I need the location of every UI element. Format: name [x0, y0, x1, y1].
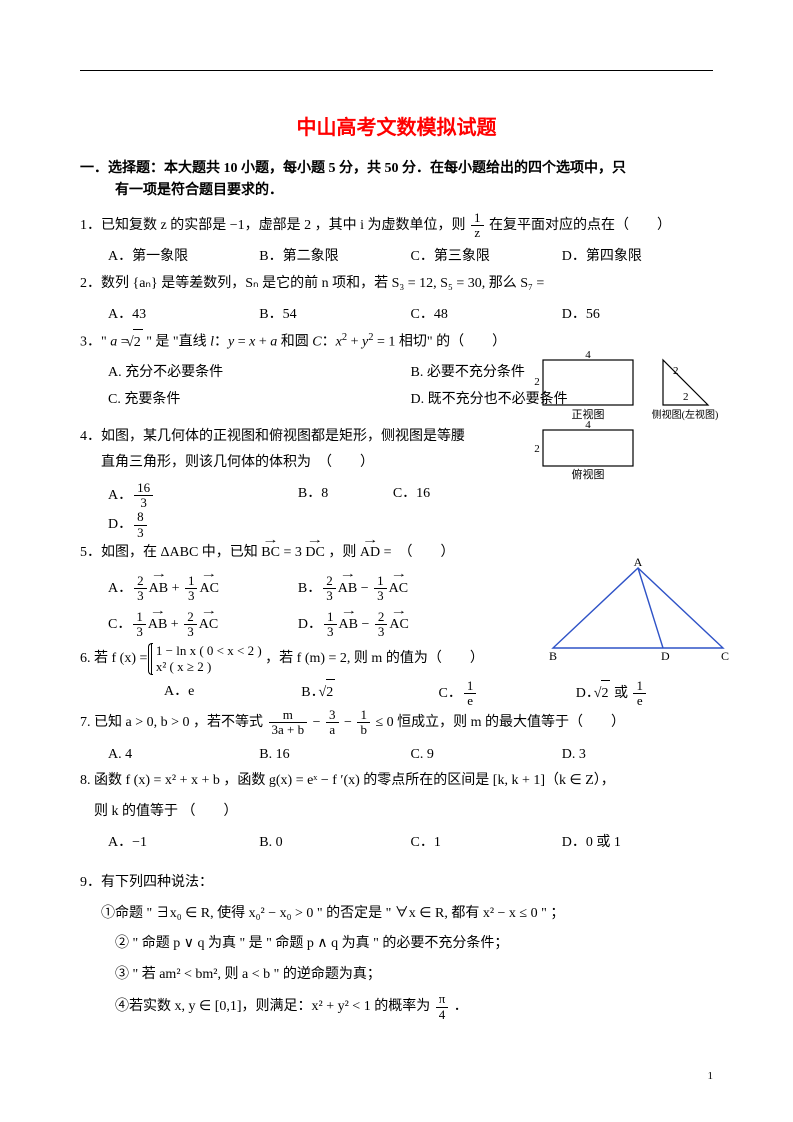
q8-opt-b: B. 0 — [259, 830, 410, 857]
q6-case2: x² ( x ≥ 2 ) — [156, 659, 211, 674]
q9-s1: ①命题 " ∃x₀ ∈ R, 使得 x₀² − x₀ > 0 " 的否定是 " … — [80, 901, 713, 928]
q2-opt-a: A．43 — [108, 302, 259, 329]
q7-opt-c: C. 9 — [411, 742, 562, 769]
q8-opt-a: A．−1 — [108, 830, 259, 857]
q3-opt-c: C. 充要条件 — [108, 387, 411, 414]
q6-options: A．e B．2 C．1e D．2 或 1e — [80, 679, 713, 709]
q9-s2: ② " 命题 p ∨ q 为真 " 是 " 命题 p ∧ q 为真 " 的必要不… — [80, 931, 713, 958]
q4-stem2: 直角三角形，则该几何体的体积为 （ ） — [80, 455, 374, 470]
q1-frac: 1z — [471, 211, 484, 241]
section-head-line1: 一．选择题：本大题共 10 小题，每小题 5 分，共 50 分．在每小题给出的四… — [80, 161, 626, 176]
q9-s4a: ④若实数 x, y ∈ [0,1]，则满足：x² + y² < 1 的概率为 — [115, 999, 434, 1014]
q7-opt-d: D. 3 — [562, 742, 713, 769]
q7-stem-b: ≤ 0 恒成立，则 m 的最大值等于（ ） — [375, 715, 625, 730]
q5-opt-c: C．13AB + 23AC — [108, 607, 298, 643]
q8-opt-d: D．0 或 1 — [562, 830, 713, 857]
top-rule — [80, 70, 713, 71]
q7-opt-a: A. 4 — [108, 742, 259, 769]
q7-f3: 1b — [357, 708, 370, 738]
q6-opt-d: D．2 或 1e — [576, 679, 713, 709]
section-head-line2: 有一项是符合题目要求的． — [80, 183, 283, 198]
page-number: 1 — [708, 1070, 714, 1082]
q2-opt-b: B．54 — [259, 302, 410, 329]
q3-opt-a: A. 充分不必要条件 — [108, 360, 411, 387]
question-7: 7. 已知 a > 0, b > 0 ，若不等式 m3a + b − 3a − … — [80, 708, 713, 738]
question-4: 4．如图，某几何体的正视图和俯视图都是矩形，侧视图是等腰 直角三角形，则该几何体… — [80, 424, 713, 477]
exam-page: 中山高考文数模拟试题 一．选择题：本大题共 10 小题，每小题 5 分，共 50… — [0, 0, 793, 1122]
question-9: 9．有下列四种说法： — [80, 870, 713, 897]
q2-opt-c: C．48 — [411, 302, 562, 329]
q1-options: A．第一象限 B．第二象限 C．第三象限 D．第四象限 — [80, 244, 713, 271]
question-8b: 则 k 的值等于 （ ） — [80, 799, 713, 826]
q2-opt-d: D．56 — [562, 302, 713, 329]
q4-opt-d: D．83 — [108, 510, 203, 540]
q7-f1: m3a + b — [269, 708, 308, 738]
q4-opt-hid — [203, 481, 298, 511]
q6-opt-a: A．e — [164, 679, 301, 709]
q7-options: A. 4 B. 16 C. 9 D. 3 — [80, 742, 713, 769]
q6-stem-a: 6. 若 f (x) = — [80, 651, 151, 666]
lbl-2b: 2 — [673, 365, 679, 377]
lbl-side: 侧视图(左视图) — [652, 408, 719, 421]
q9-pi4: π4 — [436, 992, 449, 1022]
q6-stem-b: ，若 f (m) = 2, 则 m 的值为（ ） — [265, 651, 484, 666]
section-head: 一．选择题：本大题共 10 小题，每小题 5 分，共 50 分．在每小题给出的四… — [80, 158, 713, 203]
q4-opt-b: B．8 — [298, 481, 393, 511]
q6-case1: 1 − ln x ( 0 < x < 2 ) — [156, 643, 262, 658]
q9-s3: ③ " 若 am² < bm², 则 a < b " 的逆命题为真； — [80, 962, 713, 989]
question-1: 1．已知复数 z 的实部是 −1，虚部是 2 ，其中 i 为虚数单位，则 1z … — [80, 211, 713, 241]
question-8: 8. 函数 f (x) = x² + x + b ，函数 g(x) = eˣ −… — [80, 768, 713, 795]
q5-options: A．23AB + 13AC B．23AB − 13AC C．13AB + 23A… — [80, 571, 488, 644]
q7-stem-a: 7. 已知 a > 0, b > 0 ，若不等式 — [80, 715, 267, 730]
q5-opt-d: D．13AB − 23AC — [298, 607, 488, 643]
q1-stem-b: 在复平面对应的点在（ ） — [489, 218, 671, 233]
spacer-2 — [80, 856, 713, 870]
lbl-2c: 2 — [683, 391, 689, 403]
vec-bc: BC — [261, 540, 280, 567]
q8-opt-c: C．1 — [411, 830, 562, 857]
q8-options: A．−1 B. 0 C．1 D．0 或 1 — [80, 830, 713, 857]
question-6: 6. 若 f (x) = 1 − ln x ( 0 < x < 2 ) x² (… — [80, 643, 713, 674]
lbl-2: 2 — [534, 376, 540, 388]
question-2: 2．数列 {aₙ} 是等差数列，Sₙ 是它的前 n 项和，若 S₃ = 12, … — [80, 271, 713, 298]
q5-stem-d: = （ ） — [384, 545, 455, 560]
q9-s4b: ． — [454, 999, 468, 1014]
lbl-4: 4 — [585, 350, 591, 361]
q6-piecewise: 1 − ln x ( 0 < x < 2 ) x² ( x ≥ 2 ) — [151, 643, 262, 674]
vec-ad: AD — [360, 540, 380, 567]
q1-opt-c: C．第三象限 — [411, 244, 562, 271]
q2-options: A．43 B．54 C．48 D．56 — [80, 302, 713, 329]
vec-dc: DC — [305, 540, 324, 567]
q6-opt-c: C．1e — [439, 679, 576, 709]
q5-stem-a: 5．如图，在 ΔABC 中，已知 — [80, 545, 261, 560]
q6-opt-b: B．2 — [301, 679, 438, 709]
q4-stem1: 4．如图，某几何体的正视图和俯视图都是矩形，侧视图是等腰 — [80, 429, 465, 444]
q1-opt-d: D．第四象限 — [562, 244, 713, 271]
q7-opt-b: B. 16 — [259, 742, 410, 769]
q9-s4: ④若实数 x, y ∈ [0,1]，则满足：x² + y² < 1 的概率为 π… — [80, 992, 713, 1022]
q4-opt-a: A．163 — [108, 481, 203, 511]
q1-stem-a: 1．已知复数 z 的实部是 −1，虚部是 2 ，其中 i 为虚数单位，则 — [80, 218, 466, 233]
tri-C: C — [721, 649, 729, 663]
q1-opt-b: B．第二象限 — [259, 244, 410, 271]
page-title: 中山高考文数模拟试题 — [80, 111, 713, 140]
q7-f2: 3a — [326, 708, 339, 738]
q5-stem-b: = 3 — [283, 545, 301, 560]
q1-opt-a: A．第一象限 — [108, 244, 259, 271]
q4-opt-c: C．16 — [393, 481, 488, 511]
